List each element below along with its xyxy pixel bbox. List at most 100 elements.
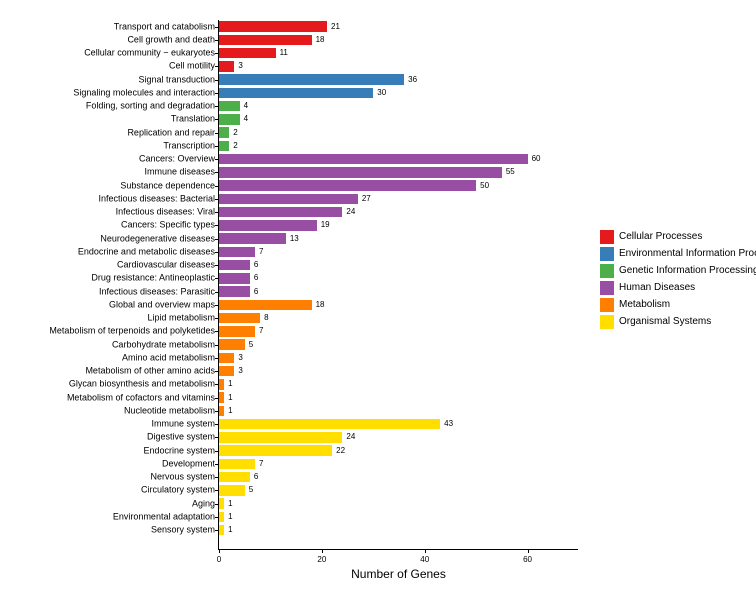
bar-row: Infectious diseases: Viral24 [219, 206, 578, 219]
bar-value-label: 60 [532, 155, 541, 163]
bar [219, 21, 327, 32]
legend-swatch [600, 264, 614, 278]
bar [219, 101, 240, 112]
bar-row: Endocrine system22 [219, 444, 578, 457]
bar-row: Transport and catabolism21 [219, 20, 578, 33]
bar [219, 61, 234, 72]
y-axis-label: Metabolism of other amino acids [85, 367, 219, 376]
bar [219, 419, 440, 430]
y-axis-label: Metabolism of cofactors and vitamins [67, 393, 219, 402]
bar-row: Glycan biosynthesis and metabolism1 [219, 378, 578, 391]
y-axis-label: Neurodegenerative diseases [100, 234, 219, 243]
bar [219, 512, 224, 523]
y-axis-label: Global and overview maps [109, 300, 219, 309]
y-axis-label: Signaling molecules and interaction [73, 88, 219, 97]
bar-value-label: 19 [321, 221, 330, 229]
legend-item: Environmental Information Processing [600, 247, 756, 261]
bar-value-label: 27 [362, 195, 371, 203]
bar-row: Circulatory system5 [219, 484, 578, 497]
bar-value-label: 18 [316, 36, 325, 44]
legend-label: Organismal Systems [619, 317, 711, 327]
bar-row: Metabolism of other amino acids3 [219, 365, 578, 378]
bar [219, 207, 342, 218]
bar-row: Infectious diseases: Bacterial27 [219, 192, 578, 205]
bar-value-label: 1 [228, 407, 232, 415]
bar-row: Cancers: Specific types19 [219, 219, 578, 232]
x-axis-title: Number of Genes [351, 567, 446, 581]
y-axis-label: Endocrine and metabolic diseases [78, 247, 219, 256]
y-axis-label: Carbohydrate metabolism [112, 340, 219, 349]
bar [219, 194, 358, 205]
y-axis-label: Endocrine system [143, 446, 219, 455]
x-tick-label: 0 [217, 549, 221, 564]
bar [219, 167, 502, 178]
bar-row: Sensory system1 [219, 524, 578, 537]
bar [219, 88, 373, 99]
bar [219, 485, 245, 496]
bar-value-label: 22 [336, 447, 345, 455]
bar-value-label: 6 [254, 473, 258, 481]
legend-swatch [600, 281, 614, 295]
bar-row: Development7 [219, 457, 578, 470]
bar-value-label: 50 [480, 182, 489, 190]
bar [219, 353, 234, 364]
bar-value-label: 7 [259, 248, 263, 256]
bar-value-label: 6 [254, 288, 258, 296]
bar [219, 74, 404, 85]
bar-value-label: 1 [228, 513, 232, 521]
bar-value-label: 6 [254, 274, 258, 282]
bar-value-label: 24 [346, 433, 355, 441]
bar-value-label: 3 [238, 354, 242, 362]
bar-value-label: 5 [249, 341, 253, 349]
bar-value-label: 6 [254, 261, 258, 269]
bar-value-label: 1 [228, 394, 232, 402]
bar-value-label: 30 [377, 89, 386, 97]
bar-row: Neurodegenerative diseases13 [219, 232, 578, 245]
bar-value-label: 7 [259, 460, 263, 468]
y-axis-label: Glycan biosynthesis and metabolism [69, 380, 219, 389]
bar [219, 300, 312, 311]
legend-item: Cellular Processes [600, 230, 756, 244]
legend-item: Metabolism [600, 298, 756, 312]
bar-value-label: 1 [228, 380, 232, 388]
y-axis-label: Cellular community − eukaryotes [84, 49, 219, 58]
bar-row: Substance dependence50 [219, 179, 578, 192]
legend: Cellular Processes Environmental Informat… [600, 230, 756, 332]
y-axis-label: Immune system [151, 420, 219, 429]
legend-label: Genetic Information Processing [619, 266, 756, 276]
bar-row: Global and overview maps18 [219, 298, 578, 311]
bar-row: Cardiovascular diseases6 [219, 259, 578, 272]
bar-row: Cell growth and death18 [219, 33, 578, 46]
bar-row: Aging1 [219, 497, 578, 510]
plot-area: Transport and catabolism21Cell growth an… [218, 20, 578, 550]
bar-value-label: 3 [238, 62, 242, 70]
y-axis-label: Lipid metabolism [147, 314, 219, 323]
legend-swatch [600, 298, 614, 312]
bar-value-label: 36 [408, 76, 417, 84]
bar-row: Drug resistance: Antineoplastic6 [219, 272, 578, 285]
y-axis-label: Metabolism of terpenoids and polyketides [49, 327, 219, 336]
y-axis-label: Immune diseases [144, 168, 219, 177]
y-axis-label: Circulatory system [141, 486, 219, 495]
y-axis-label: Cell growth and death [127, 35, 219, 44]
y-axis-label: Transport and catabolism [114, 22, 219, 31]
y-axis-label: Transcription [163, 141, 219, 150]
bar [219, 445, 332, 456]
bar [219, 154, 528, 165]
bar-row: Cell motility3 [219, 60, 578, 73]
bar [219, 286, 250, 297]
y-axis-label: Drug resistance: Antineoplastic [91, 274, 219, 283]
bar [219, 313, 260, 324]
y-axis-label: Signal transduction [138, 75, 219, 84]
bar [219, 273, 250, 284]
bar [219, 247, 255, 258]
legend-swatch [600, 247, 614, 261]
y-axis-label: Development [162, 459, 219, 468]
bar [219, 379, 224, 390]
bar-row: Nucleotide metabolism1 [219, 404, 578, 417]
bar-row: Translation4 [219, 113, 578, 126]
bar-value-label: 1 [228, 500, 232, 508]
y-axis-label: Replication and repair [127, 128, 219, 137]
legend-label: Metabolism [619, 300, 670, 310]
y-axis-label: Environmental adaptation [113, 512, 219, 521]
